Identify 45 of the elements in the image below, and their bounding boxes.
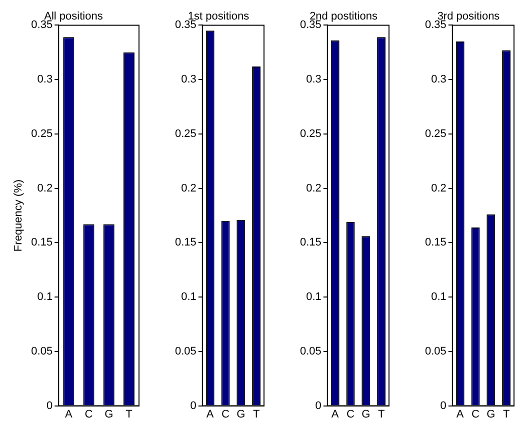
- y-tick-label: 0.1: [306, 291, 322, 304]
- y-tick-label: 0.25: [424, 128, 446, 140]
- y-tick-label: 0.15: [174, 236, 196, 249]
- y-tick-label: 0.25: [300, 128, 322, 140]
- x-tick-label: G: [486, 408, 496, 420]
- x-tick-label: T: [378, 408, 385, 420]
- x-tick-label: T: [502, 408, 510, 420]
- y-tick-label: 0.2: [306, 182, 322, 194]
- y-tick-label: 0.3: [37, 74, 53, 86]
- y-tick-label: 0.15: [424, 236, 446, 249]
- y-tick-label: 0.05: [174, 345, 196, 358]
- x-tick-label: G: [236, 408, 246, 420]
- y-tick-label: 0.2: [37, 182, 53, 194]
- y-axis-title: Frequency (%): [12, 179, 25, 252]
- x-tick-label: T: [126, 408, 133, 420]
- y-tick-label: 0.25: [174, 128, 196, 140]
- y-tick-label: 0: [315, 400, 322, 412]
- x-tick-label: G: [362, 408, 370, 420]
- x-tick-label: A: [64, 408, 73, 420]
- x-tick-label: T: [252, 408, 260, 420]
- y-tick-label: 0.3: [181, 74, 196, 86]
- y-tick-label: 0: [46, 400, 53, 412]
- y-tick-label: 0.1: [431, 291, 446, 304]
- x-tick-label: G: [104, 408, 114, 420]
- y-tick-label: 0.3: [306, 74, 322, 86]
- y-tick-label: 0.1: [37, 291, 53, 304]
- y-tick-label: 0.05: [300, 345, 322, 358]
- x-tick-label: C: [472, 408, 480, 420]
- x-tick-label: A: [331, 408, 340, 420]
- y-tick-label: 0.05: [424, 345, 446, 358]
- x-tick-label: C: [346, 408, 355, 420]
- y-tick-label: 0: [440, 400, 446, 412]
- x-tick-label: A: [456, 408, 464, 420]
- y-tick-label: 0.2: [181, 182, 196, 194]
- y-tick-label: 0: [190, 400, 196, 412]
- y-tick-label: 0.05: [31, 345, 53, 358]
- y-tick-label: 0.1: [181, 291, 196, 304]
- y-tick-label: 0.2: [431, 182, 446, 194]
- y-tick-label: 0.15: [31, 236, 53, 249]
- x-tick-label: C: [84, 408, 93, 420]
- x-tick-label: C: [222, 408, 230, 420]
- x-tick-label: A: [206, 408, 214, 420]
- y-tick-label: 0.3: [431, 74, 446, 86]
- y-tick-label: 0.25: [31, 128, 53, 140]
- y-tick-label: 0.15: [300, 236, 322, 249]
